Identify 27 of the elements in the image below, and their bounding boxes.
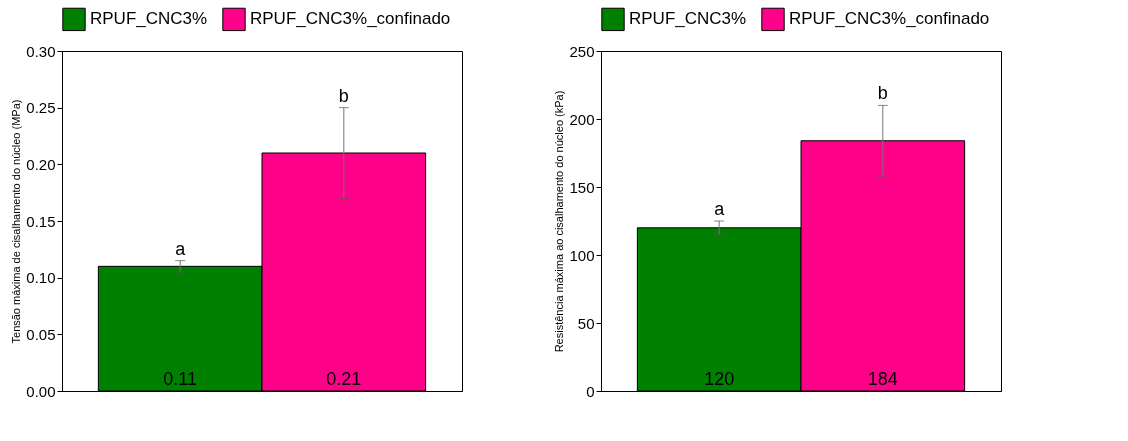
y-tick-label: 0.30 [26,42,56,60]
annotation: b [338,85,349,106]
data-label: 0.21 [326,369,362,389]
y-tick-label: 0 [586,382,595,400]
legend-label: RPUF_CNC3%_confinado [250,9,451,29]
y-tick-label: 0.00 [26,382,56,400]
y-tick-label: 50 [577,314,595,332]
legend-label: RPUF_CNC3%_confinado [789,9,990,29]
data-label: 184 [867,369,898,389]
annotation: b [877,83,888,104]
data-label: 0.11 [163,369,198,389]
legend-label: RPUF_CNC3% [629,9,747,29]
y-tick-label: 250 [569,42,595,60]
data-label: 120 [704,369,735,389]
annotation: a [714,199,726,219]
y-tick-label: 0.20 [26,155,56,173]
y-axis-title: Tensão máxima de cisalhamento do núcleo (MPa) [10,99,23,344]
y-tick-label: 0.10 [26,269,56,287]
y-tick-label: 0.25 [26,99,56,117]
y-tick-label: 150 [569,178,595,196]
y-tick-label: 0.15 [26,212,56,230]
y-tick-label: 100 [569,246,595,264]
y-axis-title: Resistência máxima ao cisalhamento do núcleo (kPa) [553,90,566,353]
annotation: a [175,238,187,259]
legend-label: RPUF_CNC3% [90,9,208,29]
y-tick-label: 0.05 [26,325,56,343]
y-tick-label: 200 [569,110,595,128]
